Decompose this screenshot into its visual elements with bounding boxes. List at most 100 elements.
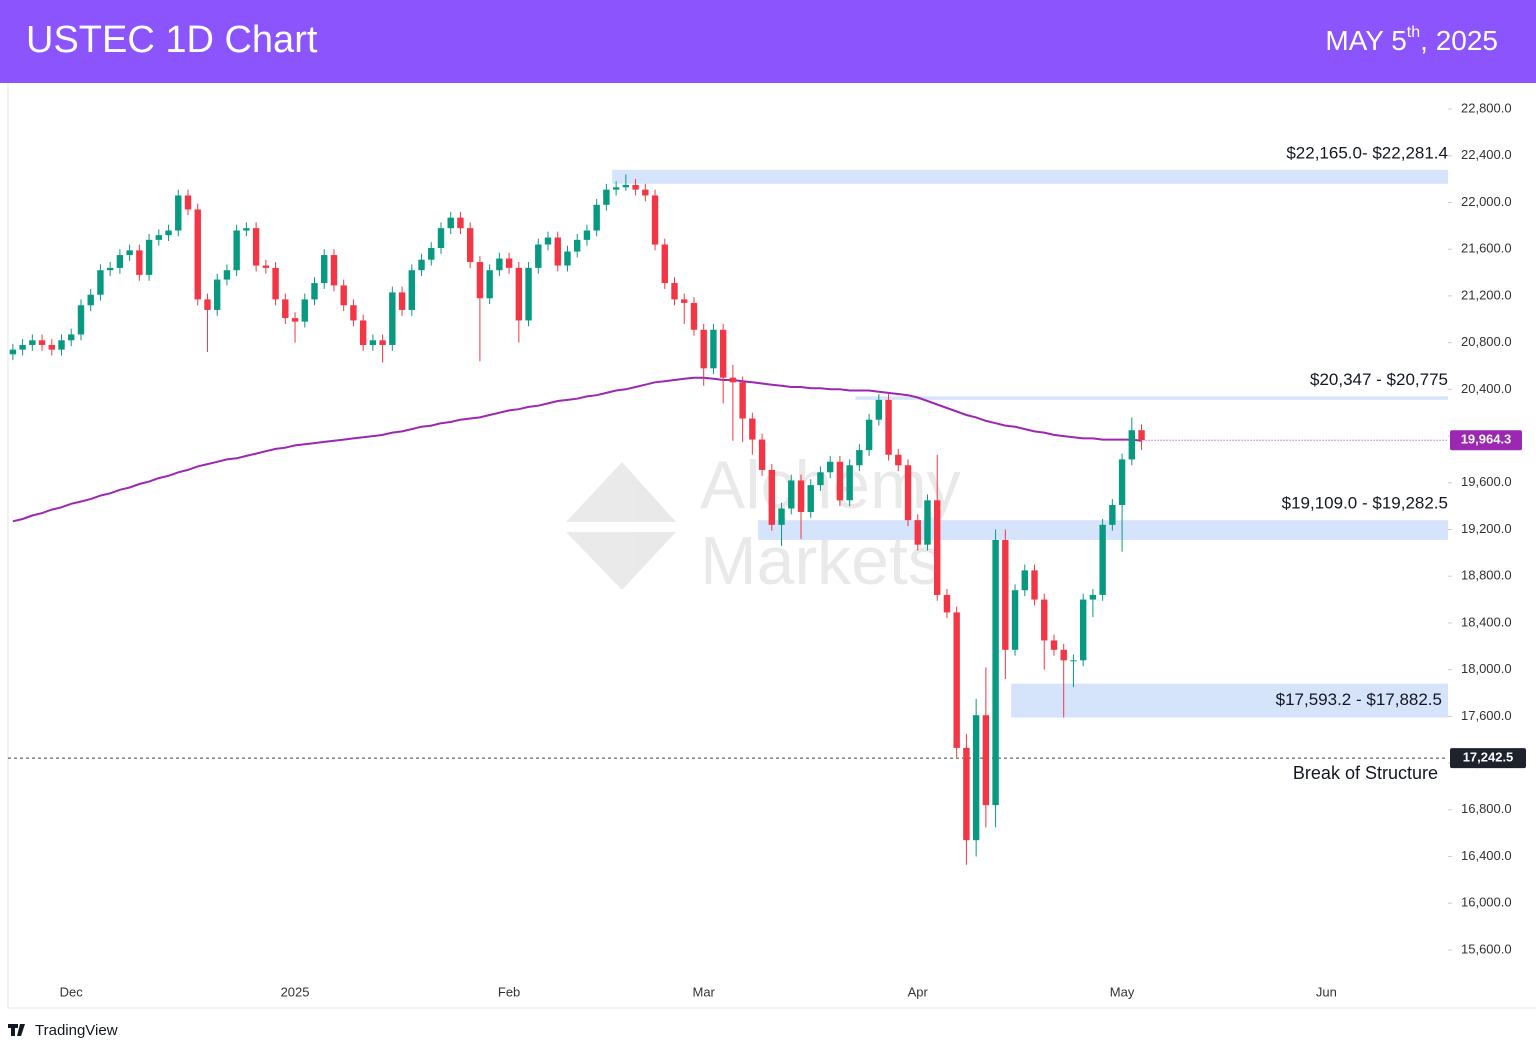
candle-body [9,349,17,355]
candle-body [136,250,143,275]
candle-body [574,239,581,252]
candle-body [700,329,707,369]
candle-body [116,255,124,268]
candle-body [729,377,737,383]
candle-body [437,228,445,249]
y-tick-label: 22,800.0 [1461,100,1512,115]
candle-body [826,461,834,473]
y-tick-label: 16,400.0 [1461,848,1512,863]
x-tick-label: Feb [498,984,520,999]
y-tick-label: 18,800.0 [1461,568,1512,583]
candle-body [982,715,990,806]
candle-body [379,340,386,345]
candle-body [282,299,289,319]
candle-body [895,454,902,466]
candle-body [1118,459,1126,505]
candle-body [807,485,814,512]
candle-body [914,520,921,545]
x-tick-label: 2025 [281,984,310,999]
y-tick-label: 22,400.0 [1461,147,1512,162]
y-tick-label: 19,600.0 [1461,474,1512,489]
zone-label: $17,593.2 - $17,882.5 [1276,690,1442,709]
price-tag-label: 17,242.5 [1463,750,1514,765]
candle-body [846,465,853,501]
candle-body [1070,660,1077,662]
y-tick-label: 16,000.0 [1461,895,1512,910]
moving-average [12,376,1142,523]
candle-body [359,320,367,345]
candle-body [213,279,221,310]
candle-body [603,189,610,205]
candle-body [788,480,795,509]
candle-body [1128,430,1136,460]
candle-body [97,270,104,295]
x-tick-label: Mar [692,984,715,999]
candle-body [243,228,250,231]
candle-body [340,285,347,306]
candle-body [175,195,182,231]
candle-body [145,239,153,275]
candle-body [612,187,620,190]
x-tick-label: Dec [60,984,84,999]
candle-body [38,340,46,345]
candle-body [875,399,883,420]
y-tick-label: 15,600.0 [1461,941,1512,956]
y-tick-label: 18,000.0 [1461,661,1512,676]
candle-body [583,230,591,240]
candle-body [1041,599,1048,641]
candle-body [1138,430,1145,441]
candle-body [593,204,600,231]
candle-body [943,594,951,613]
candle-body [466,228,474,263]
candle-body [311,283,318,300]
price-tag-label: 19,964.3 [1461,432,1512,447]
candle-body [1011,590,1019,650]
candle-body [428,248,435,260]
candle-body [496,258,503,271]
candle-body [106,267,114,271]
candle-body [1050,640,1058,650]
candle-body [505,258,513,268]
y-tick-label: 20,400.0 [1461,381,1512,396]
source: TradingView [35,1022,118,1039]
candle-body [661,244,668,284]
candle-body [778,508,785,525]
y-tick-label: 17,600.0 [1461,708,1512,723]
date-main: MAY 5 [1325,25,1406,56]
candle-body [1089,594,1097,600]
candle-body [651,195,659,245]
candle-body [681,299,688,303]
candle-body [953,612,960,748]
candle-body [476,262,484,299]
candle-body [252,228,260,266]
candle-body [856,450,863,466]
candle-body [165,230,172,236]
candle-body [622,184,630,188]
y-tick-label: 20,800.0 [1461,334,1512,349]
zone [855,396,1448,400]
date-suffix: th [1407,24,1420,41]
y-tick-label: 22,000.0 [1461,194,1512,209]
candle-body [184,195,192,210]
candle-body [836,461,844,501]
candle-body [564,251,571,266]
candle-body [262,265,270,268]
candle-body [924,500,931,545]
candle-body [525,267,532,321]
x-tick-label: Apr [908,984,929,999]
candle-body [1060,649,1067,661]
y-tick-label: 18,400.0 [1461,614,1512,629]
structure-label: Break of Structure [1293,763,1438,783]
zone-label: $19,109.0 - $19,282.5 [1282,494,1448,513]
candle-body [972,715,980,841]
candle-body [797,480,805,512]
candle-body [194,209,201,300]
candle-body [554,237,561,266]
x-tick-label: Jun [1316,984,1337,999]
price-tag [1450,748,1526,769]
candle-body [1079,599,1087,661]
candle-body [758,439,766,470]
candle-body [19,344,26,350]
candle-body [233,230,240,271]
